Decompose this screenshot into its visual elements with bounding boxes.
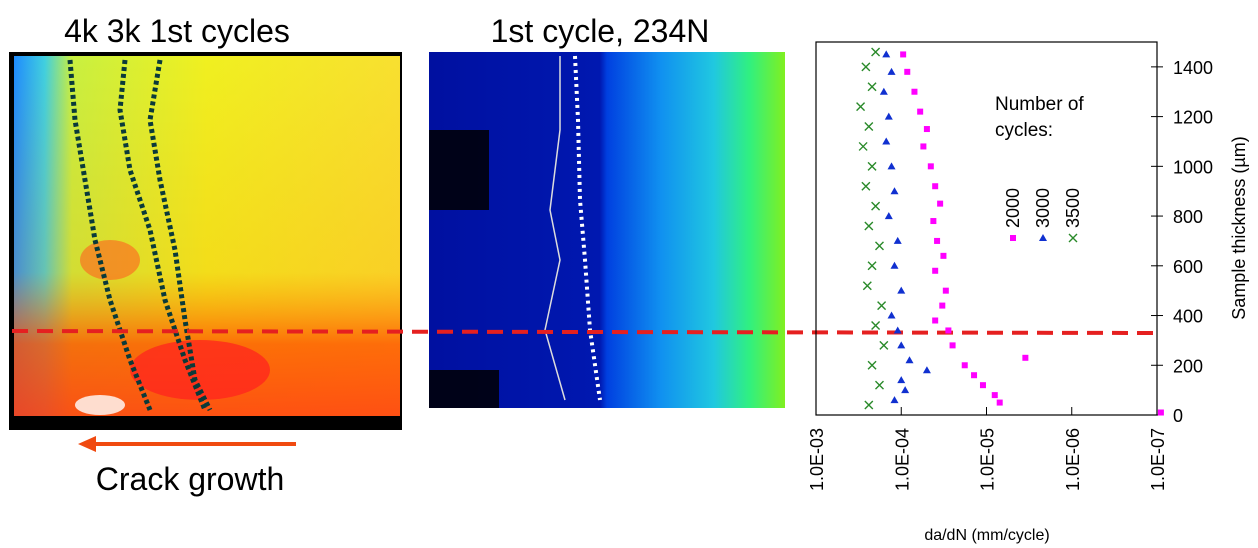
data-point bbox=[897, 286, 906, 294]
data-point bbox=[991, 392, 998, 399]
panel-title: 4k 3k 1st cycles bbox=[64, 13, 290, 49]
legend-marker bbox=[1039, 234, 1047, 241]
y-tick-label: 200 bbox=[1173, 356, 1203, 376]
data-point bbox=[879, 340, 889, 350]
data-point bbox=[932, 317, 939, 324]
data-point bbox=[879, 87, 888, 95]
data-point bbox=[858, 141, 868, 151]
y-tick-label: 1400 bbox=[1173, 58, 1213, 78]
data-point bbox=[901, 386, 910, 394]
reference-line bbox=[11, 329, 1161, 335]
data-point bbox=[1022, 354, 1029, 361]
data-point bbox=[871, 320, 881, 330]
y-tick-label: 400 bbox=[1173, 307, 1203, 327]
data-point bbox=[871, 201, 881, 211]
data-point bbox=[971, 372, 978, 379]
data-point bbox=[867, 161, 877, 171]
data-point bbox=[905, 356, 914, 364]
data-point bbox=[890, 396, 899, 404]
data-point bbox=[882, 137, 891, 145]
data-point bbox=[867, 82, 877, 92]
x-tick-label: 1.0E-04 bbox=[892, 428, 912, 491]
data-point bbox=[882, 50, 891, 58]
x-axis-label: da/dN (mm/cycle) bbox=[924, 527, 1049, 544]
data-point bbox=[893, 236, 902, 244]
data-point bbox=[884, 212, 893, 220]
x-tick-label: 1.0E-07 bbox=[1148, 428, 1168, 491]
data-point bbox=[890, 187, 899, 195]
y-axis-label: Sample thickness (µm) bbox=[1229, 136, 1249, 319]
data-point bbox=[922, 366, 931, 374]
data-point bbox=[1157, 409, 1164, 416]
data-point bbox=[897, 341, 906, 349]
data-point bbox=[939, 302, 946, 309]
caption: Crack growth bbox=[96, 461, 285, 497]
data-point bbox=[856, 102, 866, 112]
data-point bbox=[867, 261, 877, 271]
y-tick-label: 1200 bbox=[1173, 108, 1213, 128]
legend-marker bbox=[1068, 233, 1078, 243]
data-point bbox=[887, 162, 896, 170]
data-point bbox=[887, 311, 896, 319]
legend-title: Number of cycles: bbox=[995, 94, 1084, 141]
data-point bbox=[874, 380, 884, 390]
data-point bbox=[900, 51, 907, 58]
data-point bbox=[904, 68, 911, 75]
data-point bbox=[917, 108, 924, 115]
data-point bbox=[927, 163, 934, 170]
legend-label: 3000 bbox=[1033, 188, 1053, 228]
data-point bbox=[961, 362, 968, 369]
data-point bbox=[884, 112, 893, 120]
data-point bbox=[862, 281, 872, 291]
data-point bbox=[897, 376, 906, 384]
data-point bbox=[923, 126, 930, 133]
data-point bbox=[942, 287, 949, 294]
arrow-head bbox=[78, 436, 96, 452]
contour-map-middle bbox=[429, 52, 785, 408]
data-point bbox=[949, 342, 956, 349]
data-point bbox=[871, 47, 881, 57]
legend-label: 3500 bbox=[1063, 188, 1083, 228]
y-tick-label: 1000 bbox=[1173, 157, 1213, 177]
data-point bbox=[940, 252, 947, 259]
legend-label: 2000 bbox=[1003, 188, 1023, 228]
x-tick-label: 1.0E-05 bbox=[978, 428, 998, 491]
data-point bbox=[937, 200, 944, 207]
panel-title: 1st cycle, 234N bbox=[491, 13, 710, 49]
data-point bbox=[932, 267, 939, 274]
data-point bbox=[864, 221, 874, 231]
data-point bbox=[930, 218, 937, 225]
y-tick-label: 600 bbox=[1173, 257, 1203, 277]
crack-map-left bbox=[9, 52, 402, 430]
data-point bbox=[920, 143, 927, 150]
data-point bbox=[877, 301, 887, 311]
y-tick-label: 800 bbox=[1173, 207, 1203, 227]
data-point bbox=[890, 261, 899, 269]
data-point bbox=[996, 399, 1003, 406]
data-point bbox=[932, 183, 939, 190]
data-point bbox=[861, 181, 871, 191]
data-point bbox=[867, 360, 877, 370]
legend-marker bbox=[1010, 235, 1016, 241]
data-point bbox=[945, 327, 952, 334]
data-point bbox=[911, 88, 918, 95]
data-point bbox=[874, 241, 884, 251]
y-tick-label: 0 bbox=[1173, 406, 1183, 426]
data-point bbox=[887, 67, 896, 75]
data-point bbox=[893, 326, 902, 334]
x-tick-label: 1.0E-06 bbox=[1063, 428, 1083, 491]
data-point bbox=[861, 62, 871, 72]
data-point bbox=[979, 382, 986, 389]
data-point bbox=[934, 237, 941, 244]
data-point bbox=[864, 400, 874, 410]
x-tick-label: 1.0E-03 bbox=[807, 428, 827, 491]
data-point bbox=[864, 122, 874, 132]
